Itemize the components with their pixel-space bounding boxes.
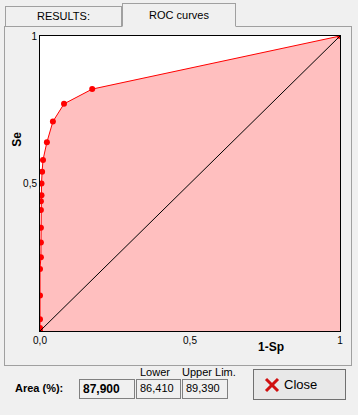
html-text:Close: Close	[284, 377, 318, 392]
svg-text:1: 1	[337, 335, 343, 346]
svg-text:Se: Se	[10, 132, 24, 147]
html-text:86,410: 86,410	[140, 382, 174, 394]
html-text:Lower: Lower	[140, 366, 170, 378]
html-text:89,390: 89,390	[186, 382, 220, 394]
html-text:Upper Lim.: Upper Lim.	[182, 366, 236, 378]
svg-text:0,5: 0,5	[23, 178, 37, 189]
svg-text:1-Sp: 1-Sp	[258, 340, 284, 354]
html-text:Area (%):: Area (%):	[15, 382, 64, 394]
html-text:87,900: 87,900	[83, 382, 120, 396]
svg-text:1: 1	[31, 31, 37, 42]
html-text:ROC curves: ROC curves	[149, 9, 209, 21]
svg-text:0,5: 0,5	[183, 335, 197, 346]
html-text:RESULTS:: RESULTS:	[37, 10, 90, 22]
svg-text:0,0: 0,0	[33, 335, 47, 346]
